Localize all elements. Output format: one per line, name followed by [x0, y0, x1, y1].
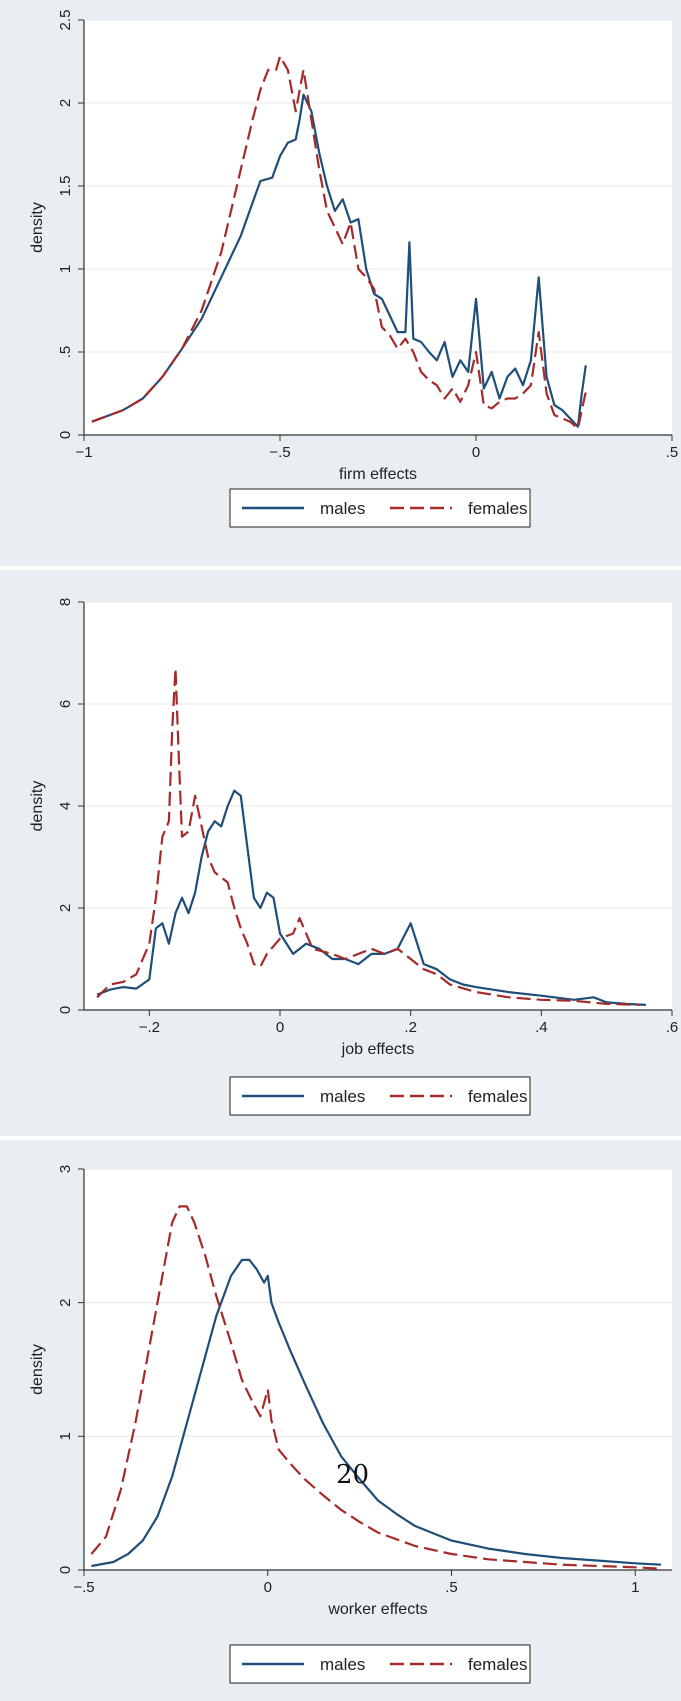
y-axis-title: density: [29, 781, 46, 832]
y-tick-label: 2.5: [57, 10, 74, 31]
x-axis-title: worker effects: [327, 1601, 427, 1618]
y-axis-title: density: [29, 202, 46, 253]
x-axis-title: firm effects: [339, 466, 417, 483]
y-tick-label: 0: [57, 431, 74, 439]
legend-label-females: females: [468, 1087, 528, 1106]
plot-area: [84, 1169, 672, 1570]
x-tick-label: 0: [264, 1579, 272, 1596]
x-axis-title: job effects: [341, 1041, 415, 1058]
x-tick-label: −.5: [73, 1579, 94, 1596]
y-tick-label: 1.5: [57, 176, 74, 197]
y-tick-label: 8: [57, 598, 74, 606]
x-tick-label: −1: [75, 444, 92, 461]
y-tick-label: 0: [57, 1566, 74, 1574]
job-effects-chart-panel: 0 2 4 6 8 −.2 0 .2 .4 .6 job effects density males fe…: [0, 570, 681, 1136]
x-tick-label: 1: [631, 1579, 639, 1596]
x-tick-label: 0: [472, 444, 480, 461]
y-tick-label: 2: [57, 904, 74, 912]
x-tick-label: .5: [666, 444, 679, 461]
series-line-males: [96, 789, 646, 1006]
y-tick-label: 3: [57, 1165, 74, 1173]
y-tick-label: 2: [57, 99, 74, 107]
legend: males females: [229, 1076, 531, 1116]
firm-effects-chart-panel: 0 .5 1 1.5 2 2.5 −1 −.5 0 .5 firm effects density ma…: [0, 0, 681, 566]
legend: males females: [229, 488, 531, 528]
x-tick-label: .6: [666, 1019, 679, 1036]
x-tick-label: .4: [535, 1019, 548, 1036]
plot-area: [84, 20, 672, 435]
legend-label-females: females: [468, 1655, 528, 1674]
x-tick-label: .2: [404, 1019, 417, 1036]
y-tick-label: 0: [57, 1006, 74, 1014]
y-tick-label: 6: [57, 700, 74, 708]
x-tick-label: 0: [276, 1019, 284, 1036]
legend-label-males: males: [320, 499, 365, 518]
legend-label-males: males: [320, 1655, 365, 1674]
legend: males females: [229, 1644, 531, 1684]
x-tick-label: .5: [445, 1579, 458, 1596]
y-tick-label: 4: [57, 802, 74, 810]
chart-svg: 0 2 4 6 8 −.2 0 .2 .4 .6 job effects density males fe…: [0, 570, 681, 1136]
x-tick-label: −.2: [139, 1019, 160, 1036]
y-tick-label: 1: [57, 1432, 74, 1440]
x-tick-label: −.5: [269, 444, 290, 461]
y-tick-label: 2: [57, 1298, 74, 1306]
series-line-males: [91, 93, 587, 428]
series-line-females: [96, 667, 640, 1006]
worker-effects-chart-panel: 0 1 2 3 −.5 0 .5 1 worker effects density males fem…: [0, 1140, 681, 1701]
chart-svg: 0 .5 1 1.5 2 2.5 −1 −.5 0 .5 firm effects density ma…: [0, 0, 681, 566]
y-tick-label: .5: [57, 346, 74, 359]
legend-label-males: males: [320, 1087, 365, 1106]
series-line-females: [91, 55, 587, 430]
page-number: 20: [336, 1460, 370, 1490]
y-tick-label: 1: [57, 265, 74, 273]
series-line-males: [91, 1258, 662, 1568]
y-axis-title: density: [29, 1344, 46, 1395]
chart-svg: 0 1 2 3 −.5 0 .5 1 worker effects density males fem…: [0, 1140, 681, 1701]
legend-label-females: females: [468, 499, 528, 518]
series-line-females: [90, 1205, 662, 1570]
